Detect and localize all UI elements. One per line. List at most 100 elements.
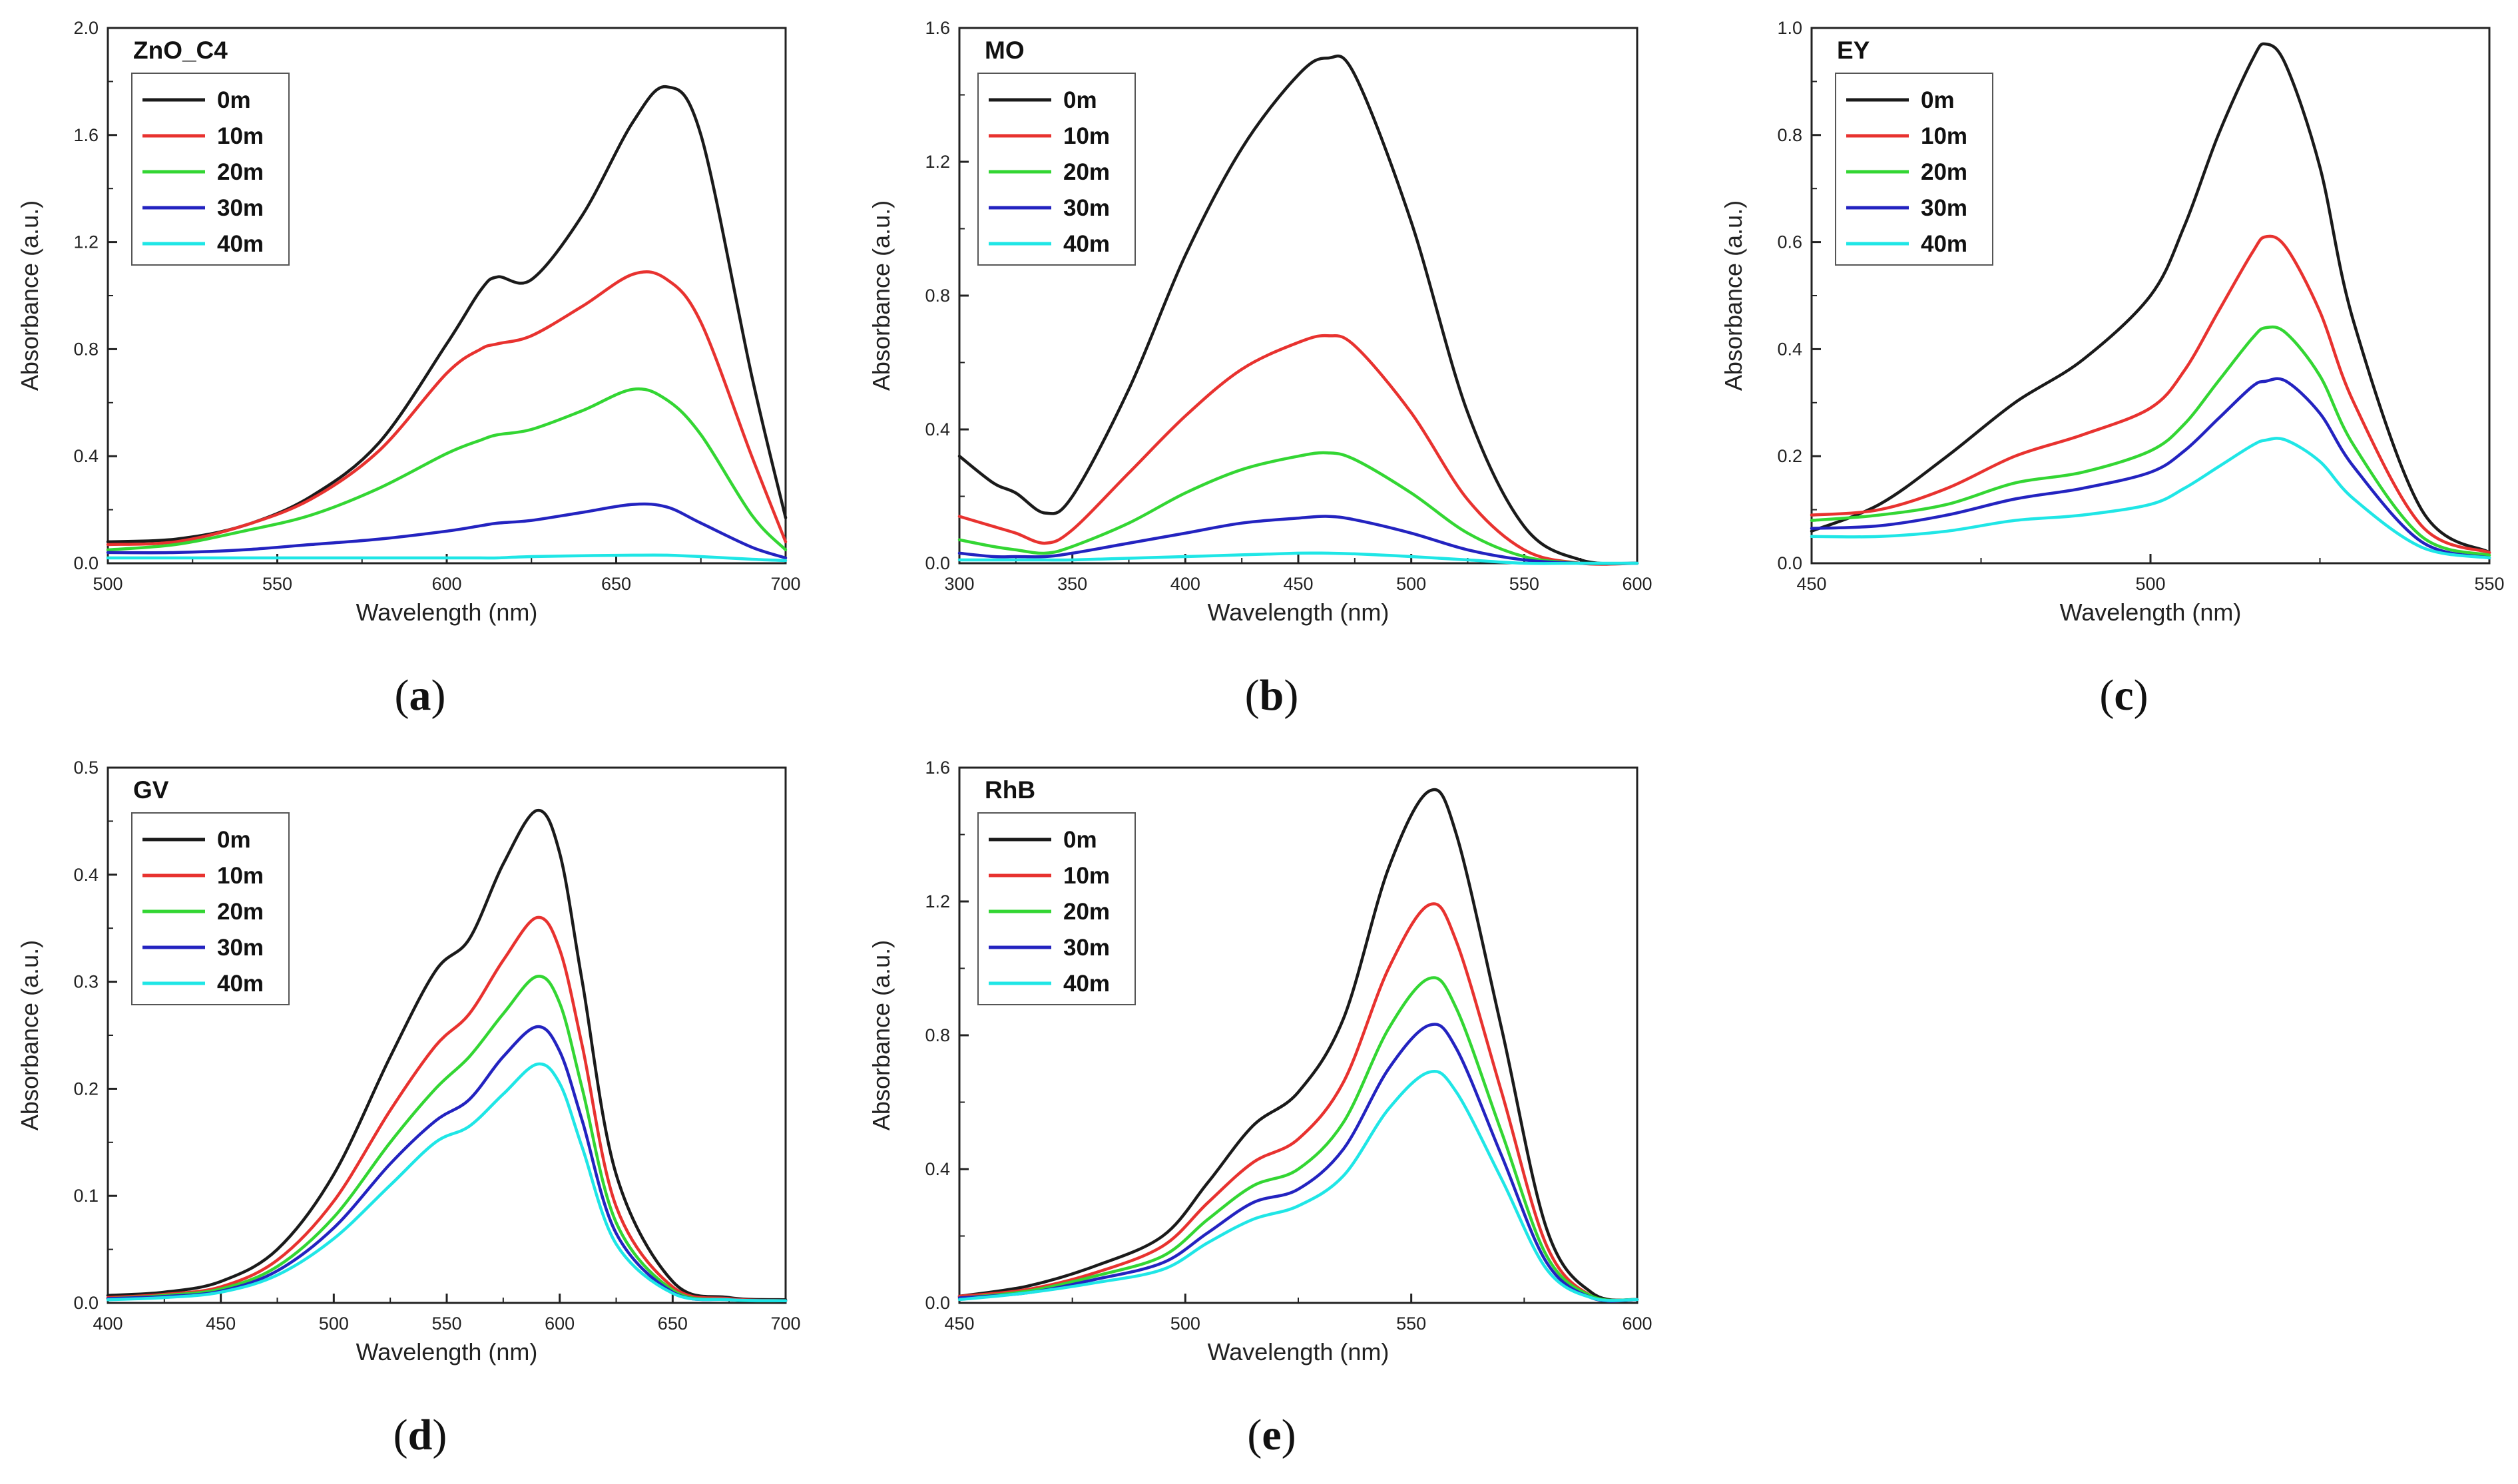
x-tick-label: 400	[1170, 574, 1200, 594]
series-line-20m	[957, 451, 1639, 565]
x-tick-label: 550	[1509, 574, 1539, 594]
y-tick-label: 0.1	[73, 1186, 99, 1206]
y-tick-label: 0.0	[73, 553, 99, 573]
x-tick-label: 550	[431, 1314, 461, 1334]
x-tick-label: 400	[93, 1314, 123, 1334]
legend-label-20m: 20m	[217, 899, 264, 925]
panel-a: 500 550 600 650 700 0.0 0.4 0.8 1.2 1.6 2.0 Wavelen…	[16, 18, 801, 720]
x-tick-label: 600	[545, 1314, 575, 1334]
series-line-0m	[957, 54, 1639, 565]
legend-label-10m: 10m	[1921, 123, 1967, 149]
legend-label-20m: 20m	[1063, 159, 1110, 185]
legend-label-0m: 0m	[1063, 827, 1097, 853]
series-line-40m	[957, 1070, 1639, 1302]
series-line-20m	[1810, 325, 2491, 557]
x-tick-label: 450	[944, 1314, 974, 1334]
y-tick-label: 0.5	[73, 758, 99, 778]
y-axis-label: Absorbance (a.u.)	[868, 200, 895, 391]
legend-label-40m: 40m	[1063, 231, 1110, 257]
y-tick-label: 1.2	[925, 152, 950, 172]
panel-label: (e)	[1247, 1411, 1296, 1459]
series-line-0m	[1810, 42, 2491, 555]
y-tick-label: 0.0	[925, 553, 950, 573]
panel-label: (d)	[393, 1411, 447, 1459]
legend-box	[1835, 73, 1993, 266]
legend-label-10m: 10m	[217, 123, 264, 149]
legend-box	[131, 812, 290, 1005]
panel-c: 450 500 550 0.0 0.2 0.4 0.6 0.8 1.0 Wavelength (n…	[1720, 18, 2505, 720]
x-tick-label: 500	[93, 574, 123, 594]
y-tick-label: 0.8	[73, 339, 99, 359]
y-axis-label: Absorbance (a.u.)	[1720, 200, 1747, 391]
legend: 0m 10m 20m 30m 40m	[977, 812, 1136, 1005]
x-axis-label: Wavelength (nm)	[2060, 599, 2242, 626]
legend-label-30m: 30m	[1063, 195, 1110, 221]
legend-label-0m: 0m	[217, 87, 251, 113]
x-tick-label: 600	[1622, 574, 1652, 594]
y-axis-label: Absorbance (a.u.)	[16, 940, 43, 1130]
legend-box	[977, 812, 1136, 1005]
y-tick-label: 1.6	[73, 125, 99, 145]
legend-label-0m: 0m	[217, 827, 251, 853]
x-tick-label: 500	[2135, 574, 2165, 594]
legend-label-30m: 30m	[1921, 195, 1967, 221]
x-tick-label: 650	[658, 1314, 688, 1334]
legend: 0m 10m 20m 30m 40m	[1835, 73, 1993, 266]
x-axis-label: Wavelength (nm)	[1208, 599, 1389, 626]
y-axis-label: Absorbance (a.u.)	[16, 200, 43, 391]
y-tick-label: 1.6	[925, 18, 950, 38]
y-tick-label: 0.8	[925, 286, 950, 306]
series-line-30m	[1810, 377, 2491, 560]
legend-label-40m: 40m	[1921, 231, 1967, 257]
chart-title: RhB	[985, 776, 1035, 804]
series-line-0m	[106, 809, 788, 1302]
x-axis-label: Wavelength (nm)	[1208, 1338, 1389, 1365]
panel-b: 300 350 400 450 500 550 600 0.0 0.4 0.8 1.2 1.6 Wave…	[868, 18, 1652, 720]
chart-title: MO	[985, 37, 1025, 64]
panel-e: 450 500 550 600 0.0 0.4 0.8 1.2 1.6 Wavelength (n…	[868, 758, 1652, 1459]
legend-label-10m: 10m	[1063, 123, 1110, 149]
legend-box	[131, 73, 290, 266]
series-line-30m	[106, 502, 788, 560]
chart-title: EY	[1837, 37, 1870, 64]
x-tick-label: 450	[1796, 574, 1826, 594]
series-line-0m	[957, 788, 1639, 1302]
x-axis-label: Wavelength (nm)	[356, 599, 538, 626]
y-axis-label: Absorbance (a.u.)	[868, 940, 895, 1130]
panel-d: 400 450 500 550 600 650 700 0.0 0.1 0.2 0.3 0.4 0.5 W…	[16, 758, 801, 1459]
y-tick-label: 0.6	[1777, 232, 1802, 252]
legend: 0m 10m 20m 30m 40m	[131, 812, 290, 1005]
y-tick-label: 1.2	[925, 891, 950, 911]
x-tick-label: 600	[1622, 1314, 1652, 1334]
legend-label-30m: 30m	[217, 935, 264, 961]
series-line-10m	[106, 270, 788, 547]
panel-label: (c)	[2099, 671, 2148, 720]
series-line-20m	[106, 975, 788, 1303]
series-line-40m	[1810, 437, 2491, 560]
panel-label: (b)	[1245, 671, 1299, 720]
legend-label-30m: 30m	[1063, 935, 1110, 961]
series-line-30m	[957, 1023, 1639, 1303]
legend-label-40m: 40m	[217, 971, 264, 997]
series-line-10m	[957, 902, 1639, 1303]
x-tick-label: 450	[206, 1314, 236, 1334]
y-tick-label: 1.2	[73, 232, 99, 252]
y-tick-label: 0.4	[1777, 339, 1802, 359]
legend-box	[977, 73, 1136, 266]
chart-title: ZnO_C4	[133, 37, 228, 64]
x-tick-label: 550	[2474, 574, 2504, 594]
x-axis-label: Wavelength (nm)	[356, 1338, 538, 1365]
legend-label-40m: 40m	[217, 231, 264, 257]
y-tick-label: 2.0	[73, 18, 99, 38]
x-tick-label: 350	[1057, 574, 1087, 594]
x-tick-label: 700	[770, 1314, 800, 1334]
y-tick-label: 0.4	[73, 865, 99, 885]
x-tick-label: 450	[1283, 574, 1313, 594]
series-line-20m	[957, 976, 1639, 1302]
y-tick-label: 0.2	[1777, 446, 1802, 466]
x-tick-label: 550	[262, 574, 292, 594]
legend-label-20m: 20m	[1921, 159, 1967, 185]
y-tick-label: 0.8	[1777, 125, 1802, 145]
y-tick-label: 0.8	[925, 1025, 950, 1045]
